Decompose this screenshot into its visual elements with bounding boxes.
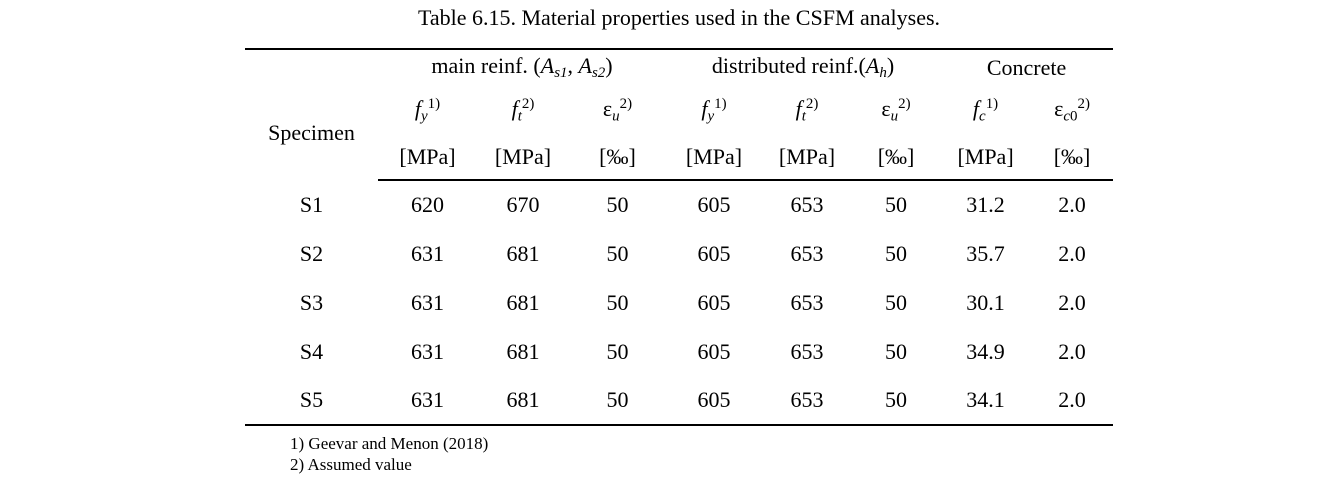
specimen-label: S4 bbox=[299, 338, 324, 364]
cell-eu-dist: 50 bbox=[885, 192, 908, 217]
unit-fy-dist: [MPa] bbox=[666, 135, 763, 181]
cell-ec0: 2.0 bbox=[1058, 192, 1086, 217]
cell-eu-main: 50 bbox=[606, 338, 629, 364]
cell-fc: 30.1 bbox=[966, 289, 1005, 315]
group-header-spacer bbox=[245, 48, 378, 86]
cell-ft-dist: 653 bbox=[762, 376, 853, 426]
cell-ft-main: 681 bbox=[506, 240, 540, 266]
cell-fy-dist: 605 bbox=[666, 376, 763, 426]
cell-eu-dist: 50 bbox=[852, 376, 941, 426]
cell-fy-main: 631 bbox=[378, 376, 477, 426]
col-header-fy-dist: fy1) bbox=[701, 95, 727, 125]
table-row-s3: S3 631 681 50 605 653 50 30.1 2.0 bbox=[245, 278, 1113, 327]
group-header-row: main reinf. (As1, As2) distributed reinf… bbox=[245, 48, 1114, 86]
cell-ft-main: 670 bbox=[506, 192, 540, 217]
footnote-2: 2) Assumed value bbox=[290, 455, 412, 474]
cell-ft-dist: 653 bbox=[790, 338, 824, 364]
table-caption: Table 6.15. Material properties used in … bbox=[417, 5, 941, 30]
unit-eu-main: [‰] bbox=[569, 135, 667, 181]
table-row-s4: S4 631 681 50 605 653 50 34.9 2.0 bbox=[245, 327, 1113, 376]
cell-eu-dist: 50 bbox=[885, 289, 908, 315]
cell-fy-main: 631 bbox=[411, 240, 444, 266]
cell-fc: 31.2 bbox=[966, 192, 1005, 217]
unit-eu-dist: [‰] bbox=[852, 135, 941, 181]
table-row-s2: S2 631 681 50 605 653 50 35.7 2.0 bbox=[245, 229, 1113, 278]
specimen-label: S3 bbox=[299, 289, 324, 315]
table-row-s1: S1 620 670 50 605 653 50 31.2 2.0 bbox=[245, 180, 1113, 229]
group-header-distributed-reinf: distributed reinf.(Ah) bbox=[666, 48, 941, 86]
unit-fc-concrete: [MPa] bbox=[940, 135, 1032, 181]
cell-eu-main: 50 bbox=[569, 376, 667, 426]
specimen-label: S5 bbox=[245, 376, 378, 426]
cell-ec0: 2.0 bbox=[1031, 376, 1114, 426]
unit-ft-dist: [MPa] bbox=[762, 135, 853, 181]
col-header-fc-concrete: fc1) bbox=[972, 95, 999, 125]
cell-fc: 35.7 bbox=[966, 240, 1005, 266]
col-header-eu-dist: εu2) bbox=[881, 95, 911, 125]
cell-eu-main: 50 bbox=[606, 240, 629, 266]
cell-fy-main: 620 bbox=[411, 192, 444, 217]
material-properties-table: main reinf. (As1, As2) distributed reinf… bbox=[245, 48, 1114, 426]
group-header-concrete: Concrete bbox=[940, 48, 1114, 86]
cell-eu-dist: 50 bbox=[885, 240, 908, 266]
cell-ec0: 2.0 bbox=[1058, 240, 1086, 266]
col-header-ec0-concrete: εc02) bbox=[1054, 95, 1090, 125]
cell-eu-main: 50 bbox=[606, 192, 629, 217]
cell-ec0: 2.0 bbox=[1058, 338, 1086, 364]
cell-ft-dist: 653 bbox=[790, 289, 824, 315]
symbol-header-row: Specimen fy1) ft2) εu2) fy1) ft2) εu2) f… bbox=[245, 86, 1113, 145]
cell-ft-main: 681 bbox=[477, 376, 569, 426]
cell-ft-main: 681 bbox=[506, 289, 540, 315]
group-header-main-reinf: main reinf. (As1, As2) bbox=[378, 48, 667, 86]
col-header-ft-dist: ft2) bbox=[795, 95, 819, 125]
unit-header-row: [MPa] [MPa] [‰] [MPa] [MPa] [‰] [MPa] [‰… bbox=[245, 135, 1114, 181]
table-row-s5: S5 631 681 50 605 653 50 34.1 2.0 bbox=[245, 376, 1114, 426]
unit-ec0-concrete: [‰] bbox=[1031, 135, 1114, 181]
unit-ft-main: [MPa] bbox=[477, 135, 569, 181]
col-header-specimen: Specimen bbox=[268, 120, 355, 145]
col-header-ft-main: ft2) bbox=[511, 95, 535, 125]
specimen-label: S1 bbox=[299, 191, 324, 217]
cell-fc: 34.1 bbox=[940, 376, 1032, 426]
footnotes: 1) Geevar and Menon (2018) 2) Assumed va… bbox=[290, 433, 488, 475]
cell-ft-main: 681 bbox=[506, 338, 540, 364]
cell-ft-dist: 653 bbox=[790, 240, 824, 266]
specimen-label: S2 bbox=[299, 240, 324, 266]
cell-fy-dist: 605 bbox=[697, 338, 731, 364]
cell-fc: 34.9 bbox=[966, 338, 1005, 364]
cell-fy-dist: 605 bbox=[697, 192, 731, 217]
cell-eu-dist: 50 bbox=[885, 338, 908, 364]
cell-fy-dist: 605 bbox=[697, 289, 731, 315]
cell-ft-dist: 653 bbox=[790, 192, 824, 217]
cell-eu-main: 50 bbox=[606, 289, 629, 315]
cell-fy-dist: 605 bbox=[697, 240, 731, 266]
col-header-eu-main: εu2) bbox=[602, 95, 633, 125]
footnote-1: 1) Geevar and Menon (2018) bbox=[290, 434, 489, 453]
unit-fy-main: [MPa] bbox=[378, 135, 477, 181]
cell-fy-main: 631 bbox=[411, 338, 444, 364]
col-header-fy-main: fy1) bbox=[414, 95, 441, 125]
cell-ec0: 2.0 bbox=[1058, 289, 1086, 315]
cell-fy-main: 631 bbox=[411, 289, 444, 315]
